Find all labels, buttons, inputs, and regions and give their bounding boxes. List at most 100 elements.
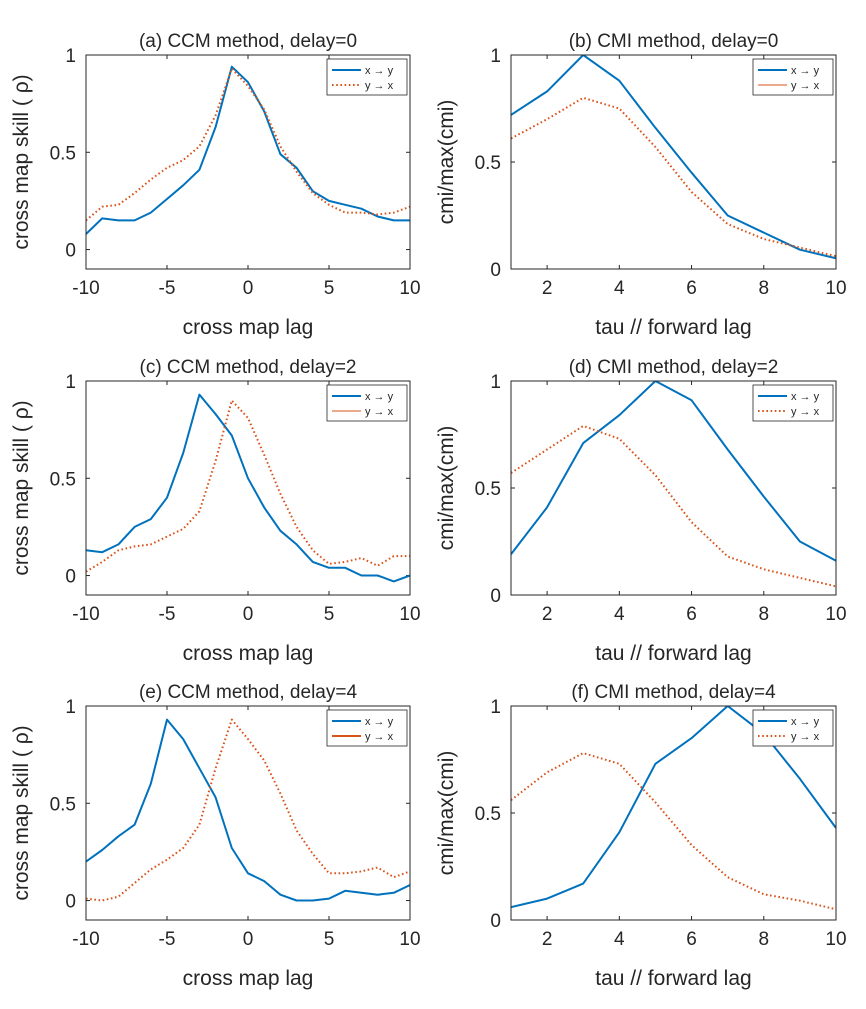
x-tick-label: 0 (243, 278, 254, 299)
y-tick-label: 1 (490, 46, 501, 67)
x-axis-label: tau // forward lag (595, 967, 751, 990)
y-axis-label: cross map skill ( ρ) (10, 74, 33, 249)
y-tick-label: 0 (65, 241, 76, 262)
y-tick-label: 0 (65, 892, 76, 913)
panel-e: (e) CCM method, delay=4 cross map lag cros… (10, 682, 421, 990)
x-axis-label: cross map lag (183, 642, 314, 665)
panel-c: (c) CCM method, delay=2 cross map lag cros… (10, 357, 421, 665)
x-tick-label: 8 (758, 929, 769, 950)
series-line-y-to-x (86, 67, 410, 222)
legend-entry-label: y → x (791, 731, 820, 743)
legend-box (752, 58, 834, 96)
legend-entry-label: x → y (365, 65, 394, 77)
x-tick-label: 0 (243, 604, 254, 625)
x-tick-label: 8 (758, 604, 769, 625)
y-tick-label: 1 (65, 46, 76, 67)
x-tick-label: -10 (72, 278, 99, 299)
y-tick-label: 0.5 (50, 794, 76, 815)
series-line-x-to-y (86, 393, 410, 583)
y-tick-label: 0 (490, 260, 501, 281)
y-axis-label: cmi/max(cmi) (435, 751, 458, 876)
y-tick-label: 1 (65, 372, 76, 393)
x-tick-label: -10 (72, 929, 99, 950)
x-tick-label: 6 (686, 929, 697, 950)
chart-title: (f) CMI method, delay=4 (571, 682, 776, 703)
legend-box (752, 384, 834, 422)
legend-entry-label: y → x (791, 80, 820, 92)
axes-frame (85, 54, 411, 270)
x-tick-label: 2 (542, 604, 553, 625)
x-tick-label: -10 (72, 604, 99, 625)
x-axis-label: cross map lag (183, 967, 314, 990)
y-axis-label: cross map skill ( ρ) (10, 400, 33, 575)
legend-box (752, 709, 834, 747)
chart-title: (a) CCM method, delay=0 (139, 31, 357, 52)
y-tick-label: 0.5 (475, 479, 501, 500)
x-tick-label: 8 (758, 278, 769, 299)
x-tick-label: 5 (324, 604, 335, 625)
legend-box (326, 709, 408, 747)
x-tick-label: 2 (542, 278, 553, 299)
series-line-y-to-x (86, 399, 410, 573)
legend: x → y y → x (752, 384, 834, 422)
series-line-x-to-y (86, 65, 410, 235)
y-axis-label: cross map skill ( ρ) (10, 725, 33, 900)
legend-entry-label: y → x (365, 731, 394, 743)
legend-box (326, 58, 408, 96)
legend-entry-label: x → y (791, 65, 820, 77)
series-line-x-to-y (511, 706, 836, 909)
x-tick-label: 4 (614, 929, 625, 950)
series-line-x-to-y (511, 381, 836, 562)
x-tick-label: -5 (159, 278, 176, 299)
x-tick-label: 6 (686, 604, 697, 625)
legend: x → y y → x (752, 709, 834, 747)
panel-b: (b) CMI method, delay=0 tau // forward la… (435, 31, 847, 339)
panel-a: (a) CCM method, delay=0 cross map lag cros… (10, 31, 421, 339)
y-tick-label: 0.5 (50, 469, 76, 490)
x-axis-label: tau // forward lag (595, 316, 751, 339)
chart-title: (d) CMI method, delay=2 (569, 357, 779, 378)
y-tick-label: 1 (490, 697, 501, 718)
x-tick-label: 10 (399, 929, 420, 950)
panel-f: (f) CMI method, delay=4 tau // forward la… (435, 682, 847, 990)
series-line-y-to-x (511, 424, 836, 588)
y-tick-label: 0 (65, 567, 76, 588)
x-tick-label: 2 (542, 929, 553, 950)
x-tick-label: 10 (825, 278, 846, 299)
x-tick-label: 10 (399, 604, 420, 625)
legend-entry-label: y → x (365, 406, 394, 418)
x-tick-label: -5 (159, 604, 176, 625)
y-tick-label: 1 (490, 372, 501, 393)
x-tick-label: 10 (825, 604, 846, 625)
x-tick-label: 5 (324, 929, 335, 950)
axes-frame (85, 380, 411, 596)
y-tick-label: 0.5 (475, 804, 501, 825)
x-axis-label: tau // forward lag (595, 642, 751, 665)
x-tick-label: 5 (324, 278, 335, 299)
x-tick-label: -5 (159, 929, 176, 950)
y-axis-label: cmi/max(cmi) (435, 426, 458, 551)
series-line-x-to-y (86, 718, 410, 902)
legend-box (326, 384, 408, 422)
legend-entry-label: x → y (791, 391, 820, 403)
x-tick-label: 10 (825, 929, 846, 950)
legend: x → y y → x (326, 384, 408, 422)
x-tick-label: 0 (243, 929, 254, 950)
chart-title: (c) CCM method, delay=2 (140, 357, 357, 378)
x-tick-label: 6 (686, 278, 697, 299)
y-tick-label: 0 (490, 911, 501, 932)
panel-d: (d) CMI method, delay=2 tau // forward la… (435, 357, 847, 665)
x-tick-label: 4 (614, 604, 625, 625)
series-line-y-to-x (511, 96, 836, 258)
legend: x → y y → x (326, 58, 408, 96)
series-line-y-to-x (86, 718, 410, 902)
x-axis-label: cross map lag (183, 316, 314, 339)
legend: x → y y → x (326, 709, 408, 747)
y-tick-label: 1 (65, 697, 76, 718)
legend: x → y y → x (752, 58, 834, 96)
x-tick-label: 10 (399, 278, 420, 299)
legend-entry-label: y → x (791, 406, 820, 418)
legend-entry-label: x → y (365, 716, 394, 728)
legend-entry-label: x → y (791, 716, 820, 728)
